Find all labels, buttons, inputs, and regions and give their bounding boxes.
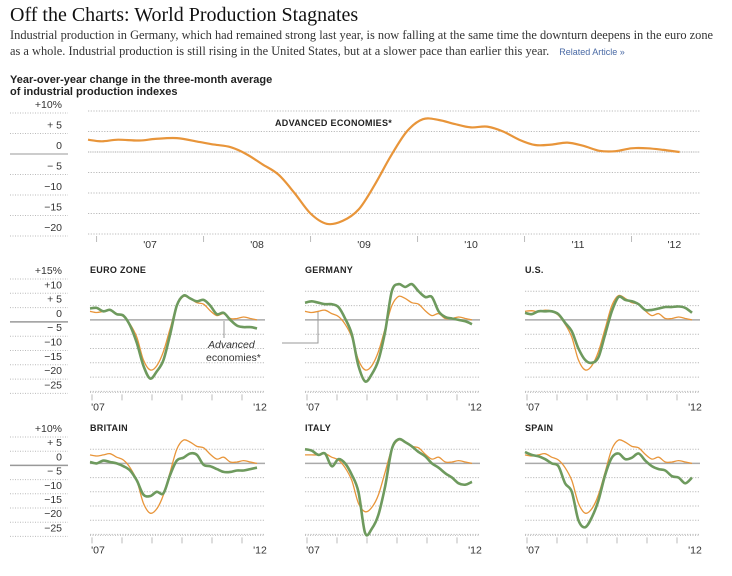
y-tick-label: −10 xyxy=(44,181,62,193)
panel-u-s: U.S. '07 '12 xyxy=(524,265,702,413)
related-article-link[interactable]: Related Article » xyxy=(559,46,625,57)
panel-title: EURO ZONE xyxy=(90,265,146,275)
annotation-text-line-2: economies* xyxy=(206,352,261,364)
x-tick-label: '07 xyxy=(91,401,105,413)
annotation-leader-germany xyxy=(282,312,319,344)
y-tick-label: 0 xyxy=(56,308,62,320)
panel-euro-zone: +15% +10 + 5 0 − 5 −10 −15 −20 −25 EURO ZONE '07 '1… xyxy=(10,265,267,413)
panel-title: SPAIN xyxy=(525,423,553,433)
line-u-s xyxy=(524,295,693,365)
x-tick-label: '12 xyxy=(468,544,482,556)
y-tick-label: −25 xyxy=(44,522,62,534)
annotation-text-line-1: Advanced xyxy=(207,339,256,351)
line-germany xyxy=(304,282,473,383)
y-tick-label: −25 xyxy=(44,379,62,391)
x-tick-label: '07 xyxy=(306,544,320,556)
x-tick-label: '10 xyxy=(464,239,478,251)
panel-spain: SPAIN '07 '12 xyxy=(524,423,702,556)
dek-text: Industrial production in Germany, which … xyxy=(10,28,720,60)
series-label-advanced-economies: ADVANCED ECONOMIES* xyxy=(275,118,392,128)
y-tick-label: +10% xyxy=(35,423,62,435)
panel-title: BRITAIN xyxy=(90,423,128,433)
line-britain xyxy=(89,451,258,498)
x-tick-label: '11 xyxy=(572,239,585,251)
y-tick-label: + 5 xyxy=(47,294,62,306)
y-tick-label: +15% xyxy=(35,265,62,277)
x-tick-label: '07 xyxy=(143,239,157,251)
subhead-line-1: Year-over-year change in the three-month… xyxy=(10,74,273,86)
chart-subhead: Year-over-year change in the three-month… xyxy=(10,74,272,98)
panel-title: U.S. xyxy=(525,265,544,275)
x-tick-label: '08 xyxy=(250,239,264,251)
panel-britain: +10% + 5 0 − 5 −10 −15 −20 −25 BRITAIN '07 '12 xyxy=(10,423,267,556)
y-tick-label: −20 xyxy=(44,365,62,377)
x-tick-label: '07 xyxy=(526,544,540,556)
y-tick-label: −10 xyxy=(44,337,62,349)
line-italy xyxy=(304,437,473,537)
y-tick-label: −10 xyxy=(44,480,62,492)
y-tick-label: −15 xyxy=(44,494,62,506)
line-euro-zone xyxy=(89,294,258,380)
main-chart: +10% + 5 0 − 5 −10 −15 −20 '07 '08 '09 '10 '11 '12 AD… xyxy=(10,99,700,251)
y-tick-label: −15 xyxy=(44,351,62,363)
y-tick-label: +10% xyxy=(35,99,62,111)
x-tick-label: '12 xyxy=(688,401,702,413)
x-tick-label: '09 xyxy=(357,239,371,251)
x-tick-label: '12 xyxy=(667,239,681,251)
x-tick-label: '12 xyxy=(253,401,267,413)
y-tick-label: − 5 xyxy=(47,466,62,478)
panel-title: ITALY xyxy=(305,423,331,433)
line-spain xyxy=(524,450,693,529)
y-tick-label: + 5 xyxy=(47,437,62,449)
line-advanced-economies xyxy=(87,117,680,226)
line-advanced-economies xyxy=(89,439,258,514)
x-tick-label: '07 xyxy=(526,401,540,413)
panel-italy: ITALY '07 '12 xyxy=(304,423,482,556)
y-tick-label: −20 xyxy=(44,508,62,520)
panel-title: GERMANY xyxy=(305,265,353,275)
y-tick-label: −20 xyxy=(44,222,62,234)
y-tick-label: 0 xyxy=(56,451,62,463)
x-tick-label: '12 xyxy=(468,401,482,413)
page-title: Off the Charts: World Production Stagnat… xyxy=(10,4,359,26)
dek-body: Industrial production in Germany, which … xyxy=(10,28,714,58)
panel-germany: GERMANY '07 '12 xyxy=(304,265,482,413)
y-tick-label: +10 xyxy=(44,279,62,291)
line-advanced-economies xyxy=(524,439,693,514)
x-tick-label: '12 xyxy=(688,544,702,556)
x-tick-label: '07 xyxy=(306,401,320,413)
y-tick-label: 0 xyxy=(56,140,62,152)
subhead-line-2: of industrial production indexes xyxy=(10,86,178,98)
x-tick-label: '12 xyxy=(253,544,267,556)
y-tick-label: − 5 xyxy=(47,322,62,334)
y-tick-label: −15 xyxy=(44,202,62,214)
y-tick-label: + 5 xyxy=(47,120,62,132)
y-tick-label: − 5 xyxy=(47,161,62,173)
x-tick-label: '07 xyxy=(91,544,105,556)
